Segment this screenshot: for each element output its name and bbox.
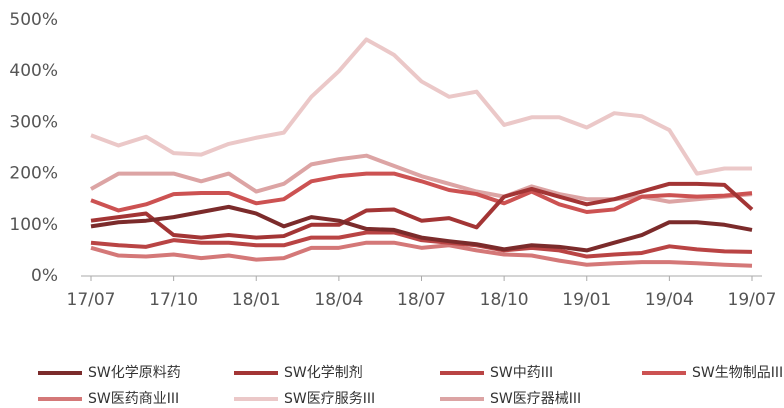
series-line — [90, 240, 753, 268]
legend-label: SW医药商业III — [88, 391, 179, 407]
x-tick-label: 18/01 — [232, 290, 281, 310]
x-tick-label: 18/04 — [314, 290, 363, 310]
series-line — [90, 181, 754, 240]
series-line — [90, 204, 753, 253]
x-tick-label: 19/04 — [645, 290, 694, 310]
y-tick-label: 400% — [9, 61, 58, 81]
legend-label: SW化学原料药 — [88, 365, 181, 381]
legend-label: SW化学制剂 — [284, 365, 363, 381]
x-tick-label: 19/07 — [728, 290, 777, 310]
series-line — [90, 37, 752, 176]
y-tick-label: 300% — [9, 112, 58, 132]
series-line — [90, 171, 753, 214]
x-tick-label: 17/10 — [149, 290, 198, 310]
x-tick-label: 18/10 — [480, 290, 529, 310]
legend-label: SW医疗服务III — [284, 391, 375, 407]
y-tick-label: 0% — [31, 266, 58, 286]
y-tick-label: 100% — [9, 215, 58, 235]
y-tick-label: 200% — [9, 164, 58, 184]
x-tick-label: 17/07 — [67, 290, 116, 310]
y-tick-label: 500% — [9, 10, 58, 30]
x-tick-label: 18/07 — [397, 290, 446, 310]
legend-label: SW中药III — [490, 365, 553, 381]
series-line — [90, 230, 753, 259]
legend-label: SW医疗器械III — [490, 391, 581, 407]
legend-label: SW生物制品III — [692, 365, 783, 381]
x-tick-label: 19/01 — [562, 290, 611, 310]
